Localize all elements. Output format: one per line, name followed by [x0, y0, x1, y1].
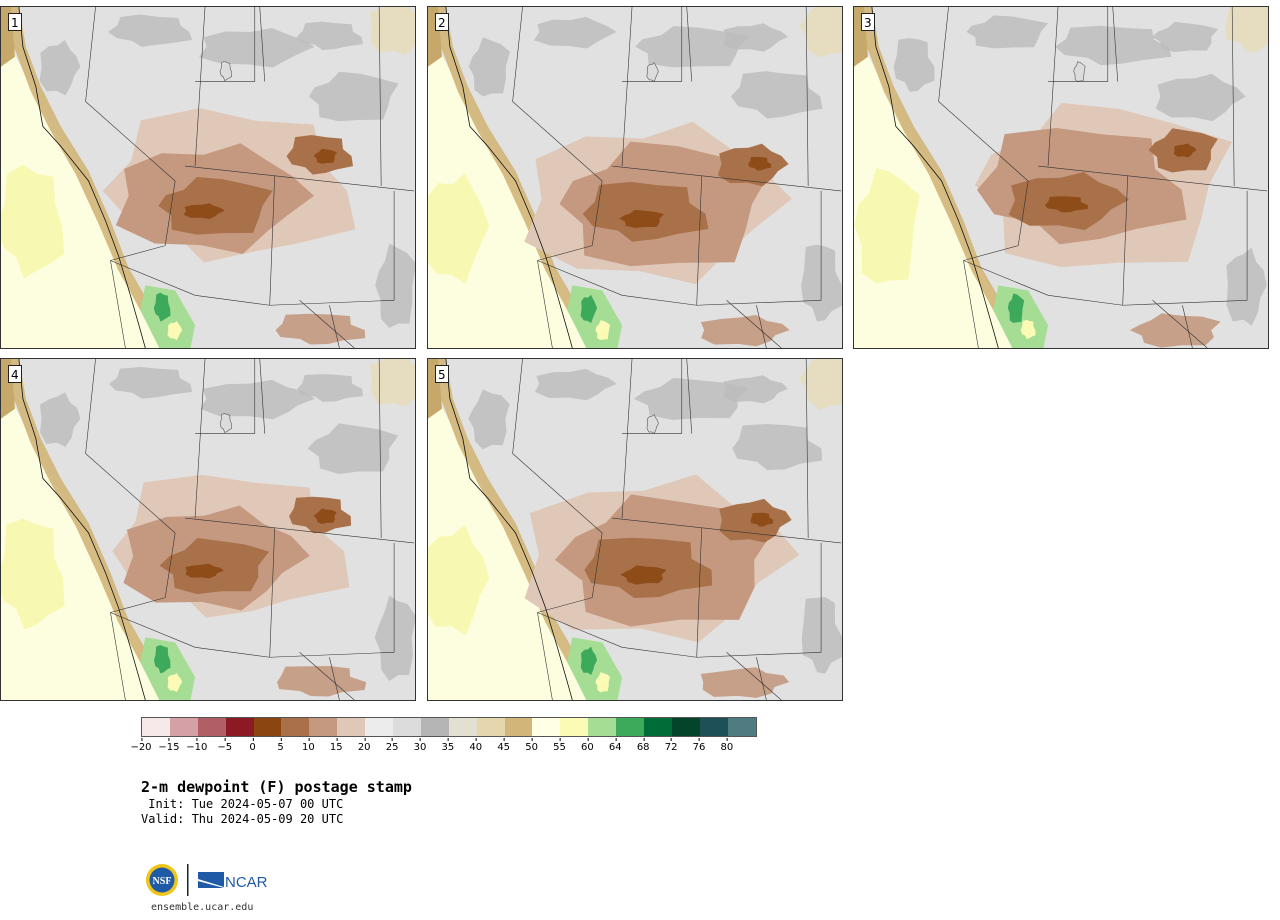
- colorbar-swatch-21: [727, 718, 756, 736]
- colorbar-tick-label: −15: [158, 738, 180, 753]
- ncar-logo-text: NCAR: [225, 874, 268, 891]
- colorbar-tick-label: 30: [413, 738, 427, 753]
- panel-number-label: 1: [8, 13, 22, 31]
- valid-time: Valid: Thu 2024-05-09 20 UTC: [141, 812, 344, 826]
- nsf-ncar-logos: NSF NCAR: [146, 864, 268, 896]
- colorbar-tick-label: 35: [441, 738, 455, 753]
- panel-number-label: 2: [435, 13, 449, 31]
- colorbar-tick-label: 72: [664, 738, 678, 753]
- map-panel-1: 1: [0, 6, 416, 349]
- colorbar-swatch-12: [476, 718, 505, 736]
- colorbar-swatch-18: [644, 718, 672, 736]
- colorbar-swatch-7: [337, 718, 366, 736]
- colorbar-tick-label: 76: [692, 738, 706, 753]
- panel-number-label: 3: [861, 13, 875, 31]
- colorbar-swatch-6: [309, 718, 338, 736]
- map-panel-5: 5: [427, 358, 843, 701]
- dewpoint-map-5: [428, 359, 842, 700]
- colorbar-tick-label: 40: [469, 738, 483, 753]
- colorbar-tick-label: 80: [720, 738, 734, 753]
- colorbar-swatch-19: [671, 718, 700, 736]
- figure-title: 2-m dewpoint (F) postage stamp: [141, 778, 412, 796]
- colorbar-swatch-9: [393, 718, 421, 736]
- ncar-logo: NCAR: [198, 872, 268, 891]
- colorbar-tick-label: 60: [581, 738, 594, 753]
- colorbar-swatch-20: [699, 718, 728, 736]
- colorbar-tick-label: 55: [553, 738, 566, 753]
- colorbar-tick-label: −20: [130, 738, 152, 753]
- colorbar-swatch-0: [142, 718, 170, 736]
- map-panel-3: 3: [853, 6, 1269, 349]
- nsf-logo-text: NSF: [153, 876, 172, 887]
- colorbar-swatch-14: [532, 718, 561, 736]
- colorbar-swatch-11: [448, 718, 477, 736]
- colorbar-tick-label: −10: [186, 738, 208, 753]
- colorbar-tick-label: 50: [525, 738, 538, 753]
- dewpoint-map-1: [1, 7, 415, 348]
- colorbar-tick-label: 68: [636, 738, 650, 753]
- colorbar-swatch-17: [616, 718, 645, 736]
- colorbar-swatch-1: [169, 718, 198, 736]
- colorbar-swatch-15: [560, 718, 589, 736]
- colorbar-swatch-3: [225, 718, 254, 736]
- colorbar-tick-labels: −20 −15 −10 −5 0 5 10 15 20 25 30 35 40 45 50 55 60 64 68 7…: [130, 738, 755, 759]
- colorbar-tick-label: 25: [385, 738, 399, 753]
- map-panel-4: 4: [0, 358, 416, 701]
- panel-number-label: 4: [8, 365, 22, 383]
- colorbar-tick-label: 15: [329, 738, 343, 753]
- colorbar-tick-label: −5: [217, 738, 233, 753]
- colorbar-tick-label: 0: [249, 738, 256, 753]
- colorbar-swatch-5: [281, 718, 310, 736]
- colorbar-tick-label: 5: [277, 738, 284, 753]
- colorbar-swatch-16: [588, 718, 617, 736]
- colorbar-swatch-8: [365, 718, 394, 736]
- colorbar-swatch-13: [504, 718, 533, 736]
- colorbar-swatch-2: [197, 718, 226, 736]
- colorbar-tick-label: 10: [302, 738, 315, 753]
- nsf-logo: NSF: [146, 864, 178, 896]
- init-time: Init: Tue 2024-05-07 00 UTC: [141, 797, 344, 811]
- panel-number-label: 5: [435, 365, 449, 383]
- colorbar: [141, 717, 757, 737]
- website-link[interactable]: ensemble.ucar.edu: [151, 902, 254, 913]
- colorbar-swatch-10: [420, 718, 449, 736]
- dewpoint-map-2: [428, 7, 842, 348]
- map-panel-2: 2: [427, 6, 843, 349]
- colorbar-tick-label: 45: [497, 738, 511, 753]
- colorbar-swatch-4: [253, 718, 282, 736]
- colorbar-tick-label: 20: [357, 738, 371, 753]
- dewpoint-map-4: [1, 359, 415, 700]
- dewpoint-map-3: [854, 7, 1268, 348]
- colorbar-tick-label: 64: [608, 738, 622, 753]
